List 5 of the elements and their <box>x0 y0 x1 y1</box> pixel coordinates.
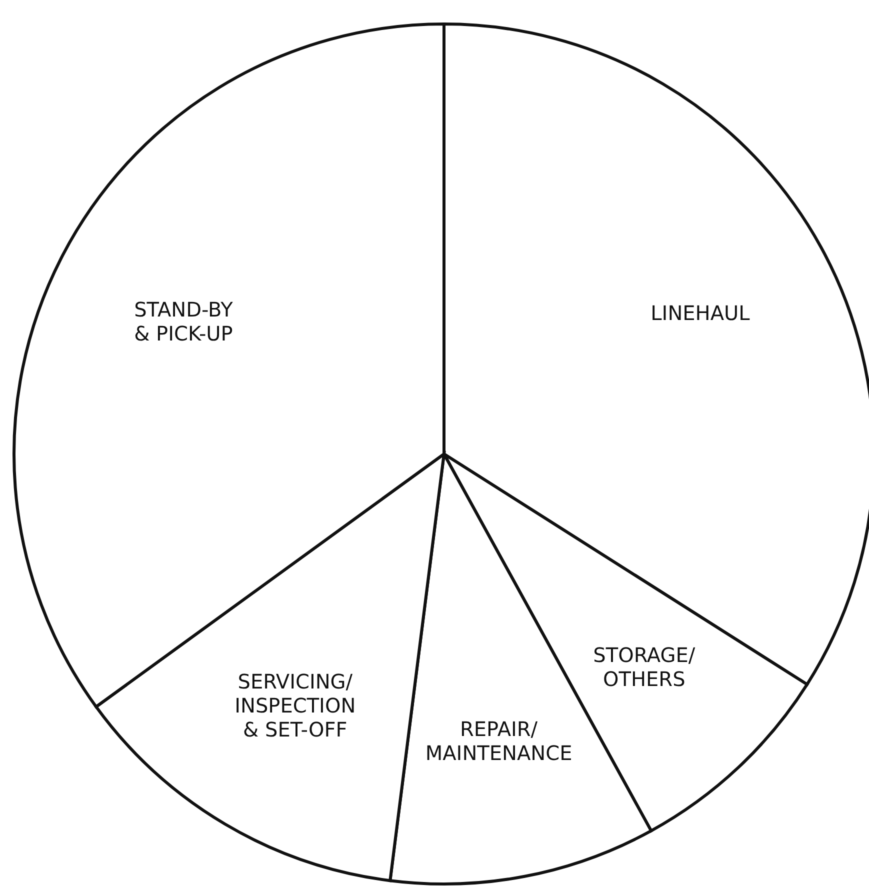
slice-label: SERVICING/ INSPECTION & SET-OFF <box>234 670 356 742</box>
slice-label: STAND-BY & PICK-UP <box>134 297 234 346</box>
slice-label: LINEHAUL <box>650 301 751 326</box>
slice-label: REPAIR/ MAINTENANCE <box>425 717 572 766</box>
slice-label: STORAGE/ OTHERS <box>593 643 696 692</box>
